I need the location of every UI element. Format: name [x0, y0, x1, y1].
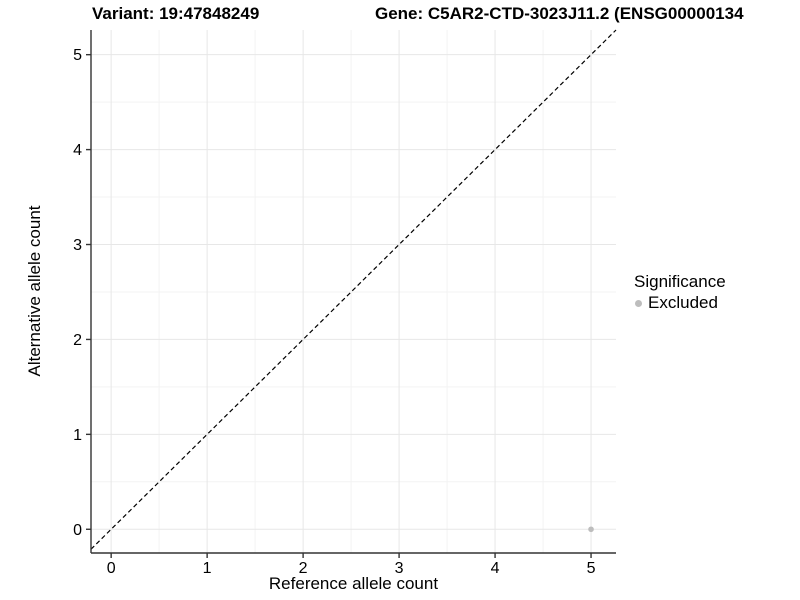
- plot-title-gene: Gene: C5AR2-CTD-3023J11.2 (ENSG00000134: [375, 4, 744, 23]
- legend-point-icon: [635, 299, 642, 307]
- x-axis-title: Reference allele count: [268, 574, 439, 593]
- y-tick-label: 0: [73, 522, 82, 539]
- y-axis-title-text: Alternative allele count: [25, 205, 44, 377]
- x-tick-label: 2: [299, 560, 308, 577]
- legend-title: Significance: [634, 272, 726, 291]
- legend-item-excluded: Excluded: [635, 293, 726, 313]
- y-tick-label: 2: [73, 332, 82, 349]
- y-tick-label: 4: [73, 142, 82, 159]
- x-tick-label: 1: [203, 560, 212, 577]
- legend: Significance Excluded: [634, 272, 726, 313]
- legend-item-label: Excluded: [648, 293, 718, 312]
- x-tick-label: 4: [491, 560, 500, 577]
- y-tick-label: 3: [73, 237, 82, 254]
- y-tick-label: 5: [73, 47, 82, 64]
- y-tick-label: 1: [73, 427, 82, 444]
- x-tick-label: 5: [587, 560, 596, 577]
- plot-title-variant: Variant: 19:47848249: [92, 4, 260, 23]
- identity-reference-line: [90, 29, 617, 550]
- x-tick-label: 3: [395, 560, 404, 577]
- x-tick-label: 0: [107, 560, 116, 577]
- data-point: [588, 526, 594, 533]
